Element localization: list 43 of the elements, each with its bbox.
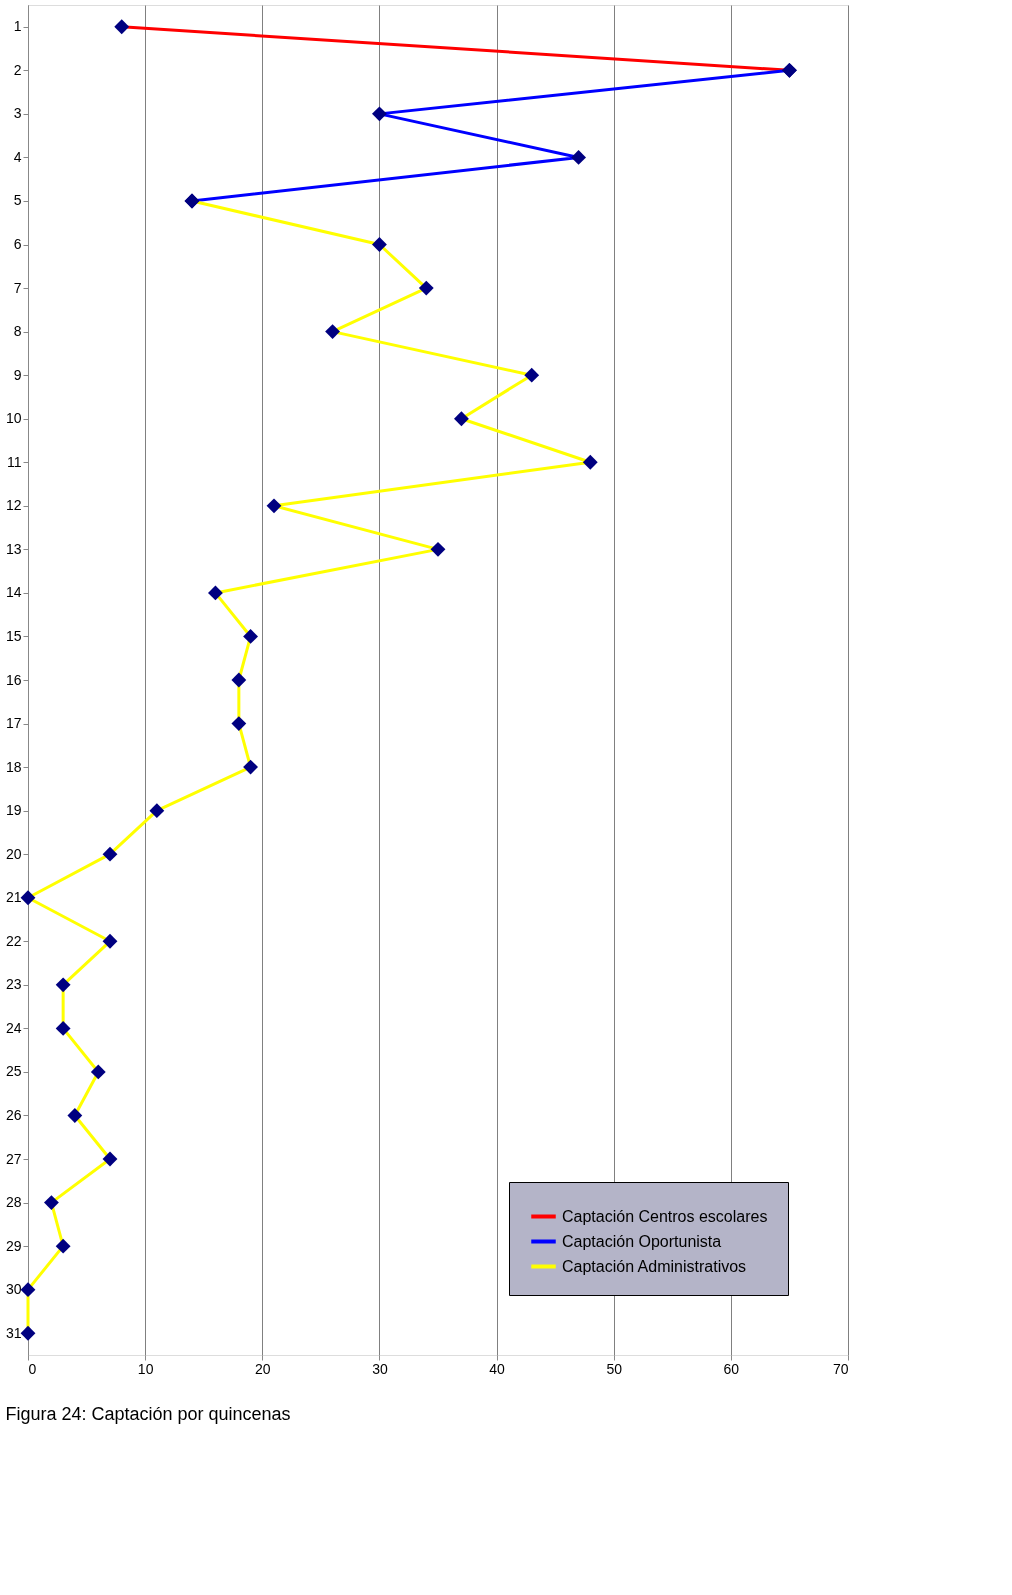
x-tick-label: 20 [255,1360,271,1377]
y-tick-label: 8 [13,323,22,340]
y-tick-label: 19 [5,802,22,819]
x-tick-label: 50 [606,1360,623,1377]
y-tick-label: 23 [5,976,22,993]
y-tick-label: 1 [13,18,22,35]
y-tick-label: 5 [13,192,22,209]
y-tick-label: 27 [5,1150,22,1167]
x-tick-label: 40 [489,1360,506,1377]
y-tick-label: 16 [5,671,22,688]
x-tick-label: 30 [372,1360,388,1377]
y-tick-label: 20 [5,845,22,862]
y-tick-label: 15 [5,627,22,644]
y-tick-label: 6 [13,236,22,253]
y-tick-label: 22 [5,932,22,949]
text: Figura 24: Captación por quincenas [5,1404,291,1424]
y-tick-label: 31 [5,1324,22,1341]
y-tick-label: 29 [5,1237,22,1254]
x-tick-label: 70 [832,1360,849,1377]
y-tick-label: 30 [5,1281,22,1298]
y-tick-label: 9 [13,366,22,383]
x-tick-label: 10 [137,1360,154,1377]
legend-label: Captación Administrativos [562,1257,747,1275]
y-tick-label: 18 [5,758,22,775]
y-tick-label: 25 [5,1063,22,1080]
legend-label: Captación Centros escolares [562,1207,768,1225]
x-tick-label: 60 [723,1360,740,1377]
y-tick-label: 11 [6,453,22,470]
y-tick-label: 26 [5,1106,22,1123]
y-tick-label: 21 [5,889,22,906]
y-tick-label: 12 [5,497,22,514]
y-tick-label: 2 [13,61,22,78]
y-tick-label: 17 [5,715,22,732]
y-tick-label: 3 [13,105,22,122]
y-tick-label: 24 [5,1019,22,1036]
y-tick-label: 7 [13,279,22,296]
y-tick-label: 14 [5,584,22,601]
y-tick-label: 10 [5,410,22,427]
y-tick-label: 13 [5,540,22,557]
y-tick-label: 28 [5,1194,22,1211]
legend-label: Captación Oportunista [562,1232,722,1250]
x-tick-label: 0 [28,1360,37,1377]
y-tick-label: 4 [13,148,22,165]
